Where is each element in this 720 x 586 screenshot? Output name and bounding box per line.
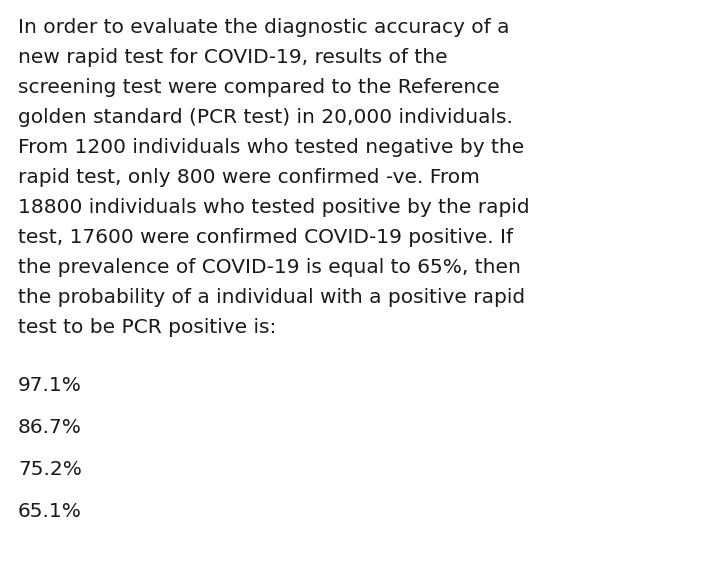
Text: In order to evaluate the diagnostic accuracy of a: In order to evaluate the diagnostic accu…	[18, 18, 510, 37]
Text: rapid test, only 800 were confirmed -ve. From: rapid test, only 800 were confirmed -ve.…	[18, 168, 480, 187]
Text: golden standard (PCR test) in 20,000 individuals.: golden standard (PCR test) in 20,000 ind…	[18, 108, 513, 127]
Text: the probability of a individual with a positive rapid: the probability of a individual with a p…	[18, 288, 525, 307]
Text: From 1200 individuals who tested negative by the: From 1200 individuals who tested negativ…	[18, 138, 524, 157]
Text: 65.1%: 65.1%	[18, 502, 82, 521]
Text: the prevalence of COVID-19 is equal to 65%, then: the prevalence of COVID-19 is equal to 6…	[18, 258, 521, 277]
Text: 18800 individuals who tested positive by the rapid: 18800 individuals who tested positive by…	[18, 198, 530, 217]
Text: 97.1%: 97.1%	[18, 376, 82, 395]
Text: 75.2%: 75.2%	[18, 460, 82, 479]
Text: screening test were compared to the Reference: screening test were compared to the Refe…	[18, 78, 500, 97]
Text: test to be PCR positive is:: test to be PCR positive is:	[18, 318, 276, 337]
Text: 86.7%: 86.7%	[18, 418, 82, 437]
Text: test, 17600 were confirmed COVID-19 positive. If: test, 17600 were confirmed COVID-19 posi…	[18, 228, 513, 247]
Text: new rapid test for COVID-19, results of the: new rapid test for COVID-19, results of …	[18, 48, 448, 67]
